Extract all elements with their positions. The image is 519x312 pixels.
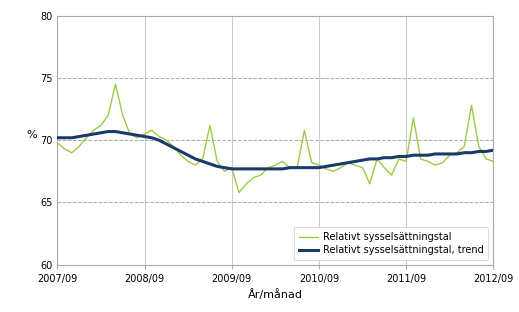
Relativt sysselsättningstal — [301, 129, 307, 132]
X-axis label: År/månad: År/månad — [248, 289, 303, 300]
Relativt sysselsättningstal, trend — [228, 167, 235, 171]
Relativt sysselsättningstal, trend — [148, 136, 155, 140]
Relativt sysselsättningstal, trend — [54, 136, 60, 140]
Relativt sysselsättningstal, trend — [490, 148, 497, 152]
Relativt sysselsättningstal — [112, 82, 118, 86]
Relativt sysselsättningstal — [330, 169, 336, 173]
Relativt sysselsättningstal, trend — [214, 164, 220, 168]
Relativt sysselsättningstal — [236, 191, 242, 194]
Relativt sysselsättningstal, trend — [301, 166, 307, 169]
Y-axis label: %: % — [26, 130, 37, 140]
Relativt sysselsättningstal, trend — [105, 130, 111, 134]
Legend: Relativt sysselsättningstal, Relativt sysselsättningstal, trend: Relativt sysselsättningstal, Relativt sy… — [294, 227, 488, 260]
Relativt sysselsättningstal — [214, 159, 220, 163]
Line: Relativt sysselsättningstal, trend: Relativt sysselsättningstal, trend — [57, 132, 494, 169]
Relativt sysselsättningstal — [490, 159, 497, 163]
Relativt sysselsättningstal — [447, 153, 453, 157]
Relativt sysselsättningstal, trend — [163, 142, 169, 146]
Line: Relativt sysselsättningstal: Relativt sysselsättningstal — [57, 84, 494, 193]
Relativt sysselsättningstal, trend — [447, 152, 453, 156]
Relativt sysselsättningstal — [54, 141, 60, 145]
Relativt sysselsättningstal — [148, 129, 155, 132]
Relativt sysselsättningstal, trend — [330, 163, 336, 167]
Relativt sysselsättningstal — [163, 139, 169, 142]
